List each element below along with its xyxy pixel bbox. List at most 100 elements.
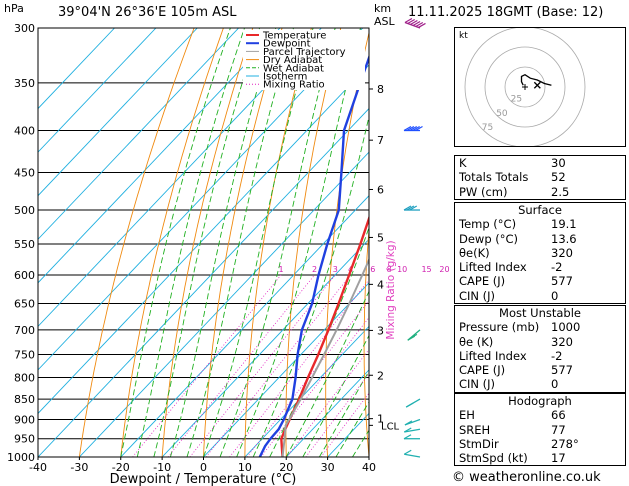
hodograph-table-title: Hodograph: [508, 394, 572, 408]
km-tick-label: 8: [377, 83, 384, 96]
hodo-value: 17: [551, 451, 566, 466]
pressure-tick-label: 900: [14, 413, 35, 426]
index-label: Totals Totals: [459, 170, 529, 185]
wind-barb-flag: [404, 420, 413, 426]
wind-barb-flag: [403, 449, 412, 455]
hodo-label: SREH: [459, 422, 491, 437]
pressure-tick-label: 800: [14, 371, 35, 384]
surface-title: Surface: [518, 203, 562, 217]
mixing-ratio-value-label: 3: [333, 265, 338, 274]
hodo-value: 66: [551, 408, 566, 423]
temperature-tick-label: -40: [29, 461, 47, 474]
mu-label: Lifted Index: [459, 348, 527, 363]
hodo-label: StmSpd (kt): [459, 451, 528, 466]
mu-value: -2: [551, 348, 563, 363]
wind-barb-flag: [409, 205, 418, 211]
isotherm-line: [410, 28, 452, 457]
isotherm-line: [38, 107, 369, 457]
temperature-tick-label: 10: [238, 461, 252, 474]
mu-value: 320: [551, 334, 573, 349]
isotherm-line: [38, 28, 157, 153]
storm-motion-marker: [533, 81, 541, 89]
pressure-tick-label: 850: [14, 393, 35, 406]
temperature-tick-label: -10: [153, 461, 171, 474]
index-row: PW (cm) 2.5: [455, 185, 625, 199]
mixing-ratio-line: [286, 348, 369, 457]
surface-label: CIN (J): [459, 288, 496, 303]
temperature-tick-label: 40: [362, 461, 376, 474]
pressure-tick-label: 650: [14, 298, 35, 311]
hodograph-ring: [504, 66, 546, 108]
dry-adiabat-line: [244, 28, 312, 457]
wind-barb-shaft: [404, 453, 421, 458]
surface-row: CAPE (J) 577: [455, 274, 625, 288]
index-label: K: [459, 156, 467, 170]
mixing-ratio-value-label: 1: [278, 265, 283, 274]
isotherm-line: [38, 64, 369, 415]
wet-adiabat-line: [219, 28, 336, 457]
mu-label: θe (K): [459, 334, 494, 349]
hodo-row: SREH 77: [455, 423, 625, 437]
mu-value: 0: [551, 377, 559, 392]
surface-label: θe(K): [459, 245, 490, 260]
mu-row: Lifted Index -2: [455, 349, 625, 363]
hodograph-ring-label: 75: [482, 123, 493, 133]
index-value: 2.5: [551, 184, 570, 199]
km-tick-label: 6: [377, 183, 384, 196]
wet-adiabat-line: [153, 28, 261, 457]
pressure-tick-label: 300: [14, 22, 35, 35]
dry-adiabat-line: [325, 30, 369, 457]
x-axis-label: Dewpoint / Temperature (°C): [110, 472, 297, 486]
hodograph-table: Hodograph EH 66 SREH 77 StmDir 278° StmSpd (kt…: [454, 393, 626, 467]
wind-barb-flag: [406, 205, 415, 211]
temperature-tick-label: -30: [70, 461, 88, 474]
surface-row: θe(K) 320: [455, 246, 625, 260]
mu-value: 1000: [551, 320, 581, 335]
hodo-value: 278°: [551, 436, 579, 451]
hodograph-unit: kt: [459, 31, 468, 41]
surface-value: 320: [551, 245, 573, 260]
indices-table: K 30 Totals Totals 52 PW (cm) 2.5: [454, 155, 626, 200]
copyright-text: © weatheronline.co.uk: [452, 470, 601, 485]
pressure-tick-label: 1000: [7, 451, 35, 464]
pressure-tick-label: 450: [14, 166, 35, 179]
mixing-ratio-value-label: 10: [397, 265, 407, 274]
pressure-unit-label: hPa: [4, 2, 24, 15]
surface-label: Dewp (°C): [459, 231, 519, 246]
mu-value: 577: [551, 363, 573, 378]
isotherm-line: [285, 369, 369, 457]
lcl-label: LCL: [381, 421, 400, 432]
surface-row: Lifted Index -2: [455, 260, 625, 274]
isotherm-line: [203, 282, 369, 457]
dry-adiabat-line: [161, 28, 254, 457]
temperature-tick-label: 20: [279, 461, 293, 474]
km-tick-label: 1: [377, 413, 384, 426]
isotherm-line: [38, 28, 115, 110]
wind-barb-flag: [405, 402, 414, 408]
mu-label: CAPE (J): [459, 363, 506, 378]
wet-adiabat-line: [169, 28, 277, 457]
mixing-ratio-line: [246, 299, 369, 457]
surface-value: 0: [551, 288, 559, 303]
asl-unit-label: ASL: [374, 15, 395, 28]
km-tick-label: 3: [377, 324, 384, 337]
legend-box: [243, 30, 365, 90]
dewpoint-line: [258, 54, 369, 457]
most-unstable-table: Most Unstable Pressure (mb) 1000 θe (K) 320…: [454, 305, 626, 393]
skewt-diagram: 12346810152025 3003504004505005506006507…: [7, 18, 452, 486]
surface-value: 19.1: [551, 217, 577, 232]
pressure-tick-label: 950: [14, 433, 35, 446]
surface-label: Lifted Index: [459, 260, 527, 275]
hodo-row: EH 66: [455, 408, 625, 422]
km-tick-label: 2: [377, 369, 384, 382]
wet-adiabat-line: [120, 28, 231, 457]
legend-entry: Dewpoint: [263, 39, 311, 50]
surface-value: 577: [551, 274, 573, 289]
pressure-tick-label: 700: [14, 324, 35, 337]
mu-row: θe (K) 320: [455, 335, 625, 349]
hodograph-panel: kt 25 50 75: [454, 26, 626, 148]
wind-barb-flag: [409, 125, 418, 132]
legend-entry: Isotherm: [263, 72, 307, 83]
pressure-tick-label: 500: [14, 204, 35, 217]
isotherm-line: [38, 28, 198, 197]
